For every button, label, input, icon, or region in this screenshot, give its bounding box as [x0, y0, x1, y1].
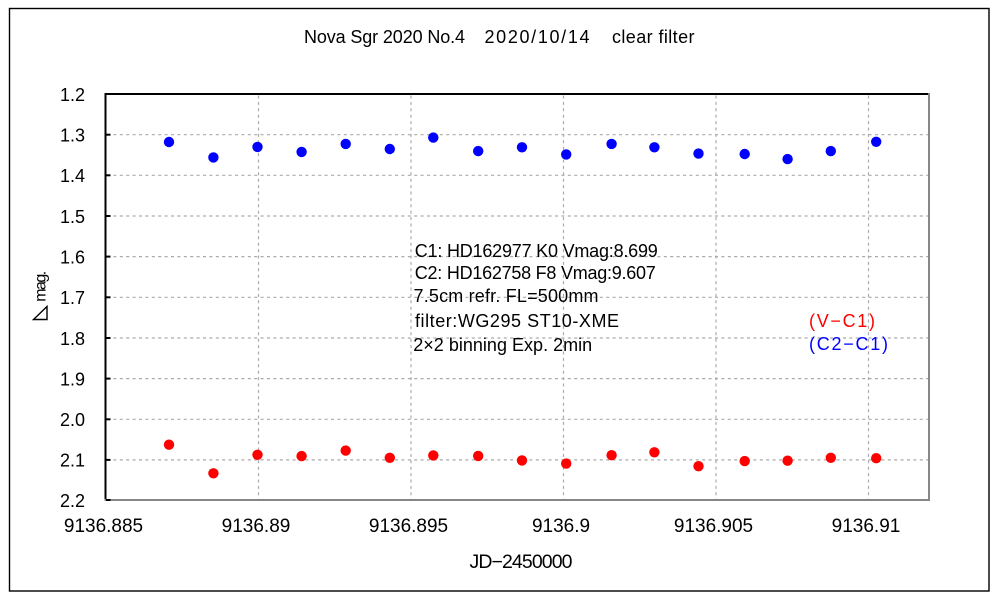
svg-text:mag.: mag.	[33, 271, 50, 302]
svg-text:9136.9: 9136.9	[532, 516, 590, 537]
svg-text:C1: HD162977 K0 Vmag:8.699: C1: HD162977 K0 Vmag:8.699	[415, 241, 658, 261]
svg-text:7.5cm refr. FL=500mm: 7.5cm refr. FL=500mm	[414, 286, 599, 306]
svg-text:(V−C1): (V−C1)	[809, 311, 875, 331]
svg-text:1.4: 1.4	[60, 166, 85, 186]
svg-text:Nova Sgr 2020 No.4: Nova Sgr 2020 No.4	[304, 27, 465, 47]
svg-text:1.5: 1.5	[60, 207, 85, 227]
svg-text:1.3: 1.3	[60, 126, 85, 146]
svg-text:1.8: 1.8	[60, 329, 85, 349]
svg-text:9136.885: 9136.885	[64, 516, 143, 537]
svg-text:2.0: 2.0	[60, 410, 85, 430]
svg-text:2×2 binning Exp. 2min: 2×2 binning Exp. 2min	[413, 335, 592, 355]
svg-text:9136.89: 9136.89	[222, 516, 291, 537]
svg-text:1.9: 1.9	[60, 369, 85, 389]
svg-text:2.1: 2.1	[60, 451, 85, 471]
svg-text:9136.905: 9136.905	[674, 516, 753, 537]
svg-text:9136.91: 9136.91	[832, 516, 901, 537]
svg-text:2020/10/14: 2020/10/14	[485, 27, 590, 47]
svg-text:JD−2450000: JD−2450000	[470, 551, 573, 573]
svg-text:filter:WG295 ST10-XME: filter:WG295 ST10-XME	[415, 311, 619, 331]
svg-text:1.2: 1.2	[60, 85, 85, 105]
svg-text:(C2−C1): (C2−C1)	[809, 334, 888, 354]
svg-text:2.2: 2.2	[60, 491, 85, 511]
svg-text:1.7: 1.7	[60, 288, 85, 308]
svg-text:9136.895: 9136.895	[369, 516, 448, 537]
svg-text:clear filter: clear filter	[612, 27, 695, 47]
svg-text:C2: HD162758 F8 Vmag:9.607: C2: HD162758 F8 Vmag:9.607	[415, 263, 656, 283]
svg-text:1.6: 1.6	[60, 247, 85, 267]
